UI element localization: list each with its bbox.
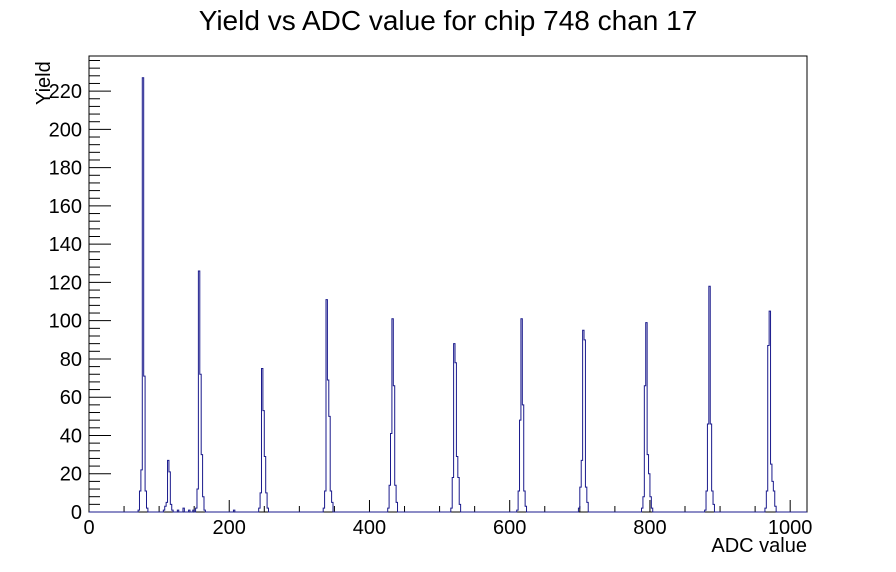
y-tick-label: 40 (60, 425, 82, 447)
x-tick-label: 0 (83, 517, 94, 539)
y-tick-label: 100 (49, 311, 82, 333)
y-tick-label: 60 (60, 387, 82, 409)
y-tick-label: 200 (49, 119, 82, 141)
y-tick-label: 120 (49, 272, 82, 294)
x-tick-label: 200 (213, 517, 246, 539)
y-tick-label: 80 (60, 349, 82, 371)
x-tick-label: 400 (353, 517, 386, 539)
x-tick-label: 800 (633, 517, 666, 539)
plot-title: Yield vs ADC value for chip 748 chan 17 (198, 5, 698, 36)
histogram-line (89, 77, 807, 513)
y-tick-label: 140 (49, 234, 82, 256)
y-tick-label: 0 (71, 502, 82, 524)
x-axis-title: ADC value (711, 535, 807, 557)
y-tick-label: 220 (49, 81, 82, 103)
y-tick-label: 20 (60, 464, 82, 486)
y-tick-label: 180 (49, 158, 82, 180)
y-tick-label: 160 (49, 196, 82, 218)
plot-frame (88, 55, 808, 513)
x-tick-label: 1000 (768, 517, 813, 539)
x-tick-label: 600 (493, 517, 526, 539)
